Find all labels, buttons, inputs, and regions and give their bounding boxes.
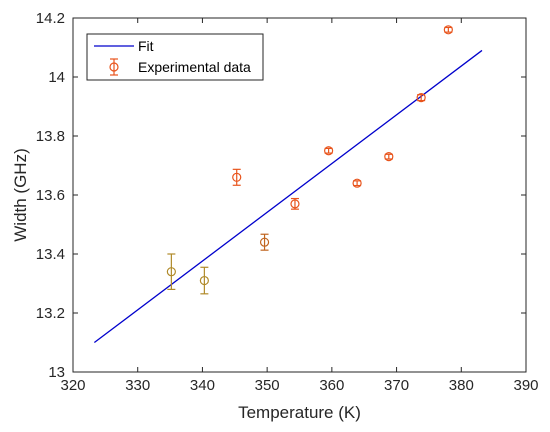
x-tick-label: 370 <box>384 377 409 394</box>
x-axis: 320 330 340 350 360 370 380 390 <box>60 18 539 394</box>
data-point <box>352 178 362 188</box>
y-tick-label: 14 <box>48 69 65 86</box>
legend-fit-label: Fit <box>138 38 154 54</box>
data-marker <box>290 199 300 209</box>
x-tick-label: 390 <box>513 377 538 394</box>
data-point <box>166 253 176 290</box>
legend-experimental-swatch <box>109 58 119 76</box>
data-marker <box>352 178 362 188</box>
data-marker <box>416 93 426 103</box>
plot-area: 320 330 340 350 360 370 380 390 1313.213.413.61… <box>36 10 539 394</box>
data-point <box>384 152 394 162</box>
data-point <box>199 266 209 295</box>
y-axis: 13 13.2 13.4 13.6 13.8 14 14.2 <box>36 10 526 381</box>
data-point <box>290 197 300 210</box>
y-axis-label: Width (GHz) <box>11 148 30 242</box>
series-layer <box>93 25 483 344</box>
x-tick-label: 360 <box>319 377 344 394</box>
data-point <box>443 25 453 35</box>
data-marker <box>166 267 176 277</box>
legend-marker <box>109 62 119 72</box>
x-tick-label: 380 <box>449 377 474 394</box>
y-tick-label: 13.4 <box>36 246 65 263</box>
x-tick-label: 350 <box>255 377 280 394</box>
y-tick-label: 14.2 <box>36 10 65 27</box>
x-axis-label: Temperature (K) <box>238 403 361 422</box>
y-tick-label: 13.8 <box>36 128 65 145</box>
data-marker <box>259 237 270 247</box>
x-tick-label: 340 <box>190 377 215 394</box>
data-marker <box>443 25 453 35</box>
legend: Fit Experimental data <box>86 33 264 81</box>
legend-experimental-label: Experimental data <box>138 59 251 75</box>
data-point <box>324 146 334 156</box>
legend-box <box>86 33 264 81</box>
x-tick-label: 320 <box>60 377 85 394</box>
y-tick-label: 13.2 <box>36 305 65 322</box>
data-point <box>259 233 270 251</box>
y-tick-label: 13.6 <box>36 187 65 204</box>
x-tick-label: 330 <box>125 377 150 394</box>
data-marker <box>199 275 209 286</box>
data-marker <box>384 152 394 162</box>
data-point <box>232 168 242 186</box>
data-marker <box>232 172 242 182</box>
y-tick-label: 13 <box>48 364 65 381</box>
data-marker <box>324 146 334 156</box>
data-point <box>416 93 426 103</box>
